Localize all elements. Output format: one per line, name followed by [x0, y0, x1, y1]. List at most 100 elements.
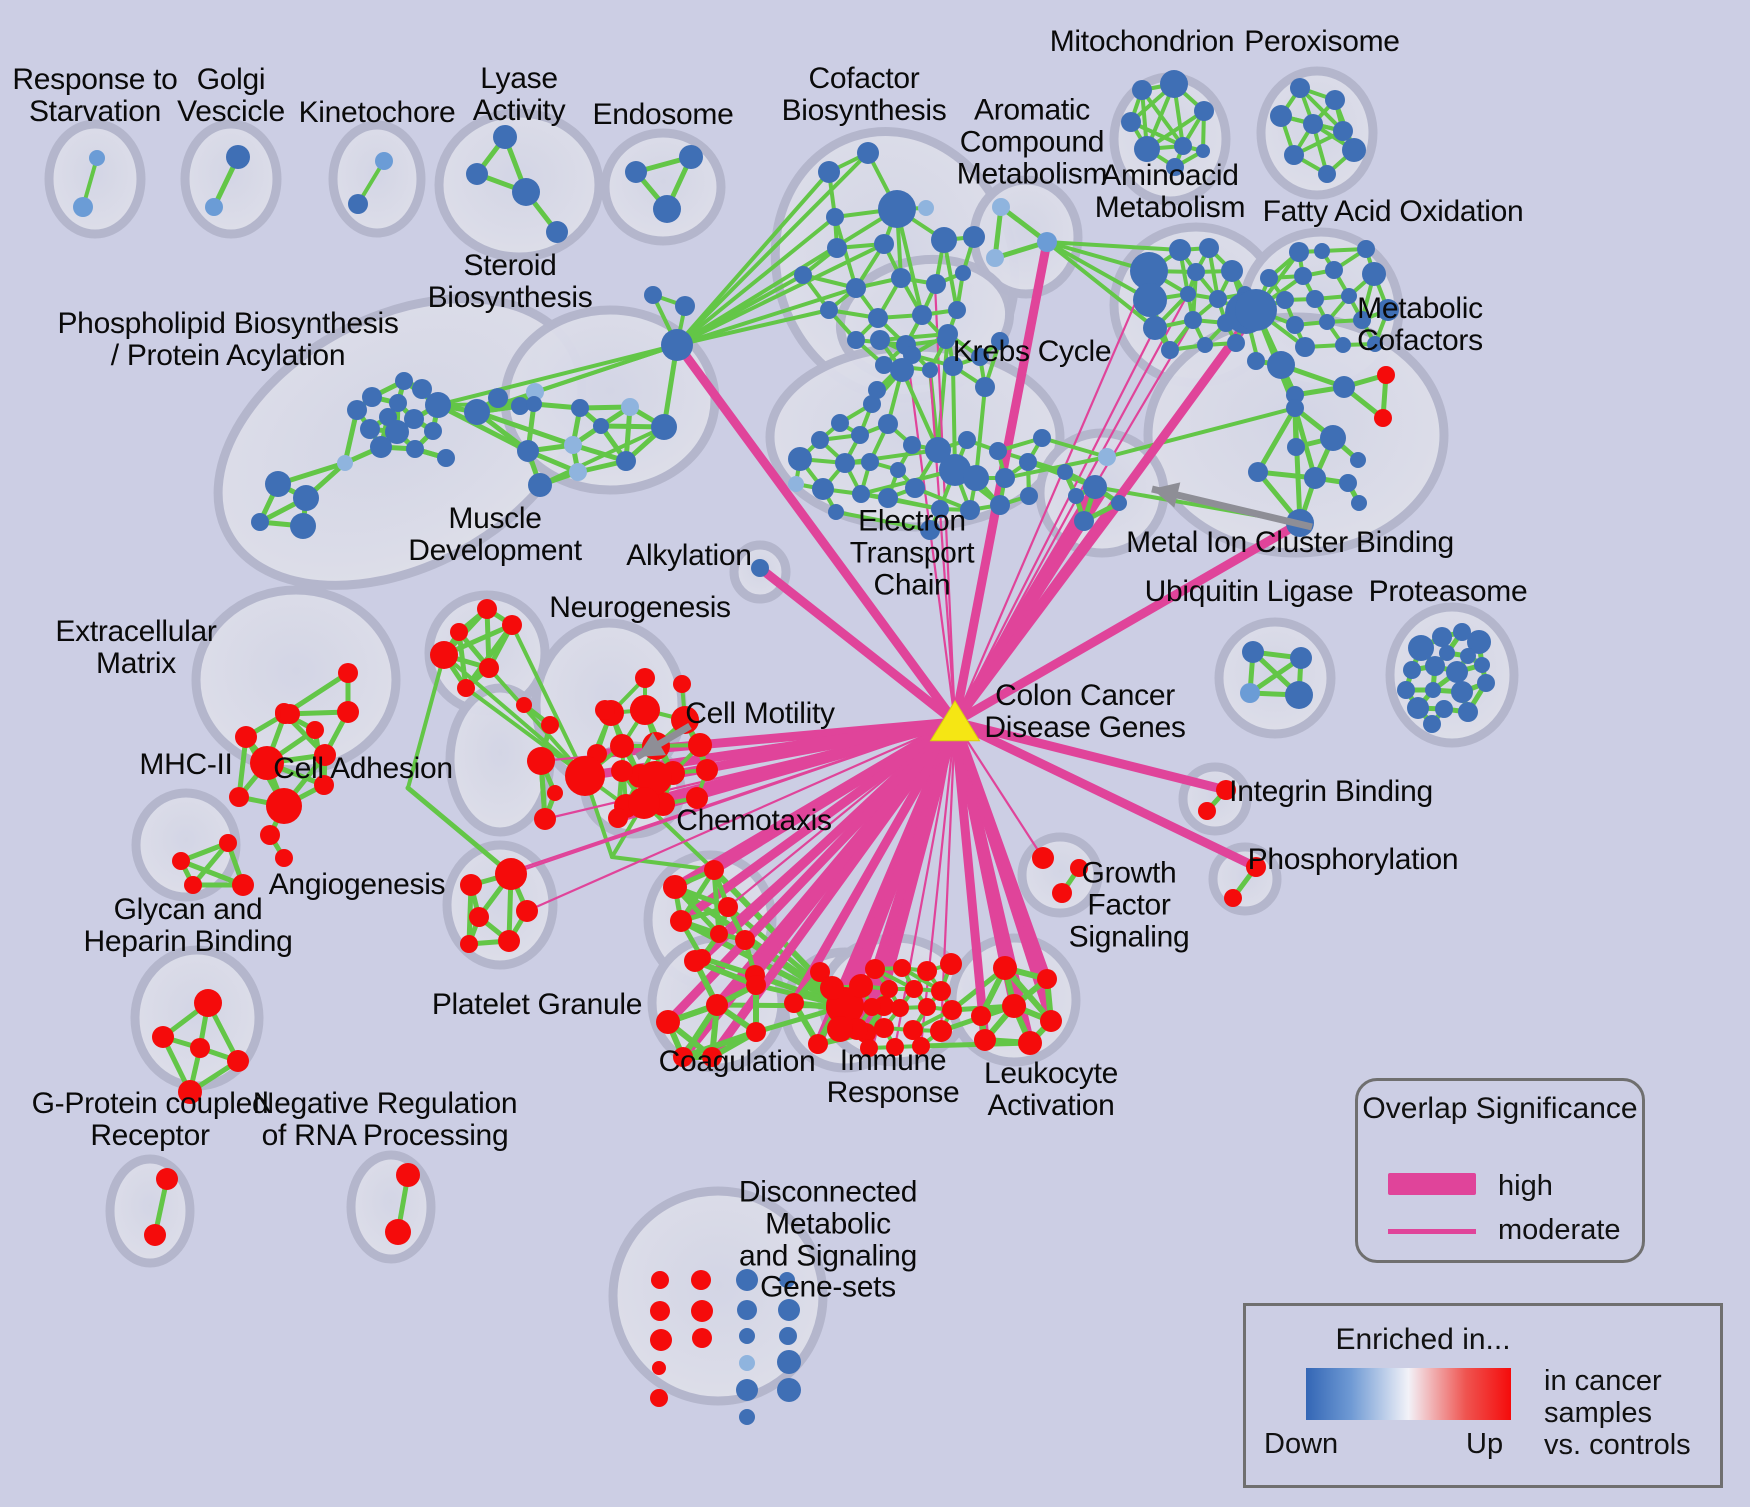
node-cofactor-biosynthesis[interactable]	[926, 274, 946, 294]
node-metabolic-cofactors[interactable]	[1304, 467, 1326, 489]
node-neurogenesis[interactable]	[635, 668, 655, 688]
node-disconnected-gene-sets[interactable]	[736, 1379, 758, 1401]
node-muscle-development[interactable]	[479, 658, 499, 678]
node-krebs-cycle[interactable]	[870, 330, 890, 350]
node-phospholipid-biosynthesis[interactable]	[424, 422, 442, 440]
node-electron-transport-chain[interactable]	[852, 485, 870, 503]
node-phospholipid-biosynthesis[interactable]	[385, 420, 409, 444]
node-cell-motility[interactable]	[638, 761, 672, 795]
node-mhc-ii[interactable]	[232, 874, 254, 896]
node-steroid-biosynthesis[interactable]	[593, 418, 609, 434]
node-disconnected-gene-sets[interactable]	[736, 1269, 758, 1291]
node-fatty-acid-oxidation[interactable]	[1319, 314, 1335, 330]
hub-node-colon-cancer-disease-genes[interactable]	[929, 699, 981, 742]
node-cofactor-biosynthesis[interactable]	[820, 301, 838, 319]
node-cofactor-biosynthesis[interactable]	[846, 278, 866, 298]
node-negative-regulation-rna[interactable]	[396, 1163, 420, 1187]
node-disconnected-gene-sets[interactable]	[777, 1378, 801, 1402]
node-metabolic-cofactors[interactable]	[1377, 366, 1395, 384]
node-mitochondrion[interactable]	[1121, 112, 1141, 132]
node-lyase-activity[interactable]	[546, 221, 568, 243]
node-steroid-biosynthesis[interactable]	[564, 436, 582, 454]
node-phospholipid-biosynthesis[interactable]	[412, 379, 432, 399]
node-immune-response[interactable]	[827, 1016, 853, 1042]
node-peroxisome[interactable]	[1270, 105, 1292, 127]
node-neurogenesis[interactable]	[696, 759, 718, 781]
node-cofactor-biosynthesis[interactable]	[963, 226, 985, 248]
node-phospholipid-biosynthesis[interactable]	[265, 471, 291, 497]
node-disconnected-gene-sets[interactable]	[691, 1300, 713, 1322]
node-phosphorylation[interactable]	[1246, 857, 1266, 877]
node-steroid-biosynthesis[interactable]	[464, 399, 490, 425]
node-cell-adhesion[interactable]	[516, 697, 532, 713]
node-fatty-acid-oxidation[interactable]	[1306, 290, 1324, 308]
node-immune-response[interactable]	[931, 981, 951, 1001]
node-aminoacid-metabolism[interactable]	[1130, 252, 1168, 290]
node-leukocyte-activation[interactable]	[1002, 994, 1026, 1018]
node-metabolic-cofactors[interactable]	[1286, 386, 1304, 404]
node-phospholipid-biosynthesis[interactable]	[251, 513, 269, 531]
node-kinetochore[interactable]	[348, 194, 368, 214]
node-mhc-ii[interactable]	[184, 876, 202, 894]
node-chemotaxis[interactable]	[670, 910, 692, 932]
node-angiogenesis[interactable]	[460, 935, 478, 953]
node-proteasome[interactable]	[1460, 648, 1476, 664]
node-extracellular-matrix[interactable]	[266, 788, 302, 824]
node-mitochondrion[interactable]	[1174, 137, 1192, 155]
node-growth-factor-signaling[interactable]	[1032, 847, 1054, 869]
node-electron-transport-chain[interactable]	[831, 414, 849, 432]
node-alkylation[interactable]	[751, 559, 769, 577]
node-immune-response[interactable]	[863, 998, 881, 1016]
node-proteasome[interactable]	[1403, 661, 1421, 679]
node-cofactor-biosynthesis[interactable]	[922, 362, 938, 378]
node-electron-transport-chain[interactable]	[878, 414, 898, 434]
node-metabolic-cofactors[interactable]	[1287, 438, 1305, 456]
node-fatty-acid-oxidation[interactable]	[1286, 316, 1304, 334]
node-disconnected-gene-sets[interactable]	[779, 1327, 797, 1345]
node-immune-response[interactable]	[903, 1020, 923, 1040]
node-platelet-granule[interactable]	[684, 950, 706, 972]
node-muscle-development[interactable]	[450, 623, 468, 641]
node-fatty-acid-oxidation[interactable]	[1325, 261, 1343, 279]
node-aromatic-compound-metabolism[interactable]	[992, 198, 1010, 216]
node-proteasome[interactable]	[1467, 630, 1491, 654]
node-phospholipid-biosynthesis[interactable]	[488, 388, 508, 408]
node-proteasome[interactable]	[1407, 697, 1429, 719]
node-peroxisome[interactable]	[1318, 165, 1336, 183]
node-phospholipid-biosynthesis[interactable]	[362, 387, 382, 407]
node-krebs-cycle[interactable]	[991, 332, 1009, 350]
node-metabolic-cofactors[interactable]	[1339, 474, 1357, 492]
node-lyase-activity[interactable]	[466, 163, 488, 185]
node-ubiquitin-ligase[interactable]	[1240, 683, 1260, 703]
node-peroxisome[interactable]	[1333, 121, 1353, 141]
node-steroid-biosynthesis[interactable]	[526, 396, 542, 412]
node-immune-response[interactable]	[865, 959, 885, 979]
node-cell-adhesion[interactable]	[547, 785, 563, 801]
node-cofactor-biosynthesis[interactable]	[794, 266, 812, 284]
node-extracellular-matrix[interactable]	[314, 775, 334, 795]
node-ubiquitin-ligase[interactable]	[1242, 641, 1264, 663]
node-leukocyte-activation[interactable]	[1037, 969, 1057, 989]
node-immune-response[interactable]	[912, 1037, 930, 1055]
node-metabolic-cofactors[interactable]	[1350, 452, 1366, 468]
node-electron-transport-chain[interactable]	[1019, 453, 1037, 471]
node-chemotaxis[interactable]	[735, 930, 755, 950]
node-aminoacid-metabolism[interactable]	[1184, 311, 1202, 329]
node-aminoacid-metabolism[interactable]	[1199, 238, 1219, 258]
node-proteasome[interactable]	[1408, 635, 1434, 661]
node-disconnected-gene-sets[interactable]	[692, 1328, 712, 1348]
node-metal-ion-cluster-binding[interactable]	[1083, 475, 1107, 499]
node-extracellular-matrix[interactable]	[337, 701, 359, 723]
node-immune-response[interactable]	[891, 999, 909, 1017]
node-phospholipid-biosynthesis[interactable]	[347, 400, 367, 420]
node-electron-transport-chain[interactable]	[1098, 448, 1116, 466]
node-fatty-acid-oxidation[interactable]	[1314, 243, 1330, 259]
node-proteasome[interactable]	[1446, 661, 1468, 683]
node-fatty-acid-oxidation[interactable]	[1357, 240, 1375, 258]
node-chemotaxis[interactable]	[663, 875, 687, 899]
node-electron-transport-chain[interactable]	[890, 358, 914, 382]
node-platelet-granule[interactable]	[746, 1022, 766, 1042]
node-chemotaxis[interactable]	[718, 897, 738, 917]
node-cofactor-biosynthesis[interactable]	[857, 142, 879, 164]
node-peroxisome[interactable]	[1303, 114, 1323, 134]
